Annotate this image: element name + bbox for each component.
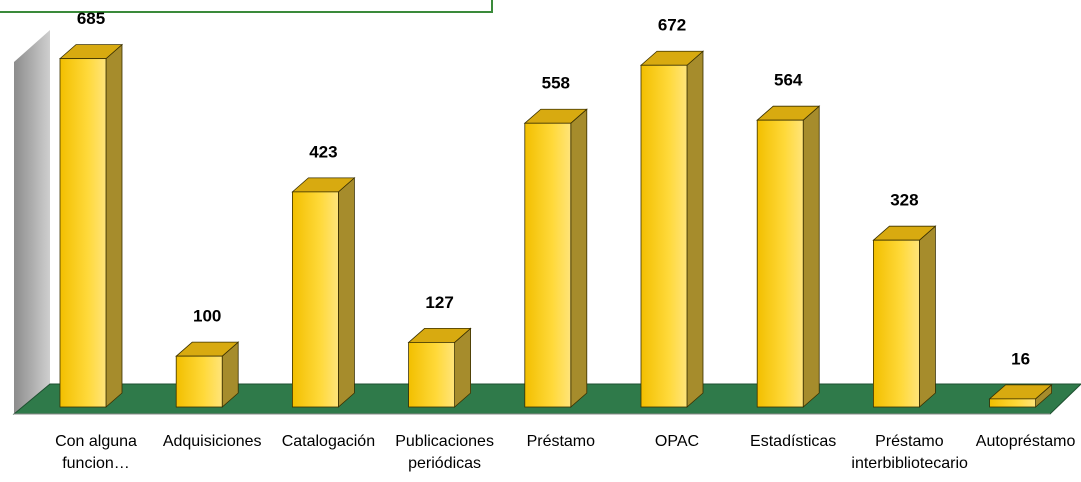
bar-side [105, 43, 123, 408]
bar [524, 122, 572, 408]
bar [640, 64, 688, 408]
x-tick-label: OPAC [654, 433, 700, 450]
x-tick-label: Préstamo [526, 433, 596, 450]
value-label: 685 [77, 9, 105, 28]
x-tick-label: Estadísticas [750, 433, 837, 450]
back-wall [14, 30, 50, 414]
value-label: 423 [309, 142, 337, 161]
value-label: 564 [774, 71, 803, 90]
bar [175, 355, 223, 408]
value-label: 558 [542, 74, 570, 93]
x-tick-label: Préstamo interbibliotecario [851, 433, 968, 472]
bars: 685 100 423 127 558 672 564 328 16 [58, 9, 1053, 408]
bar-side [802, 105, 820, 408]
x-tick-label: Adquisiciones [162, 433, 262, 450]
x-tick-label: Autopréstamo [975, 433, 1076, 450]
x-tick-label: Publicaciones periódicas [395, 433, 494, 472]
value-label: 328 [890, 191, 918, 210]
value-label: 100 [193, 307, 221, 326]
bar [291, 191, 339, 408]
bar [873, 239, 920, 408]
legend-box [0, 0, 493, 13]
bar-side [570, 108, 588, 408]
bar-side [686, 50, 704, 408]
bar [989, 398, 1036, 408]
bar-side [337, 176, 355, 408]
x-tick-label: Catalogación [281, 433, 376, 450]
value-label: 127 [425, 293, 453, 312]
x-tick-label: Con alguna funcion… [55, 433, 137, 472]
bar [59, 58, 107, 408]
bar-side [919, 225, 936, 408]
value-label: 16 [1011, 349, 1030, 368]
bar [408, 342, 456, 408]
value-label: 672 [658, 16, 686, 35]
bar [756, 119, 804, 408]
